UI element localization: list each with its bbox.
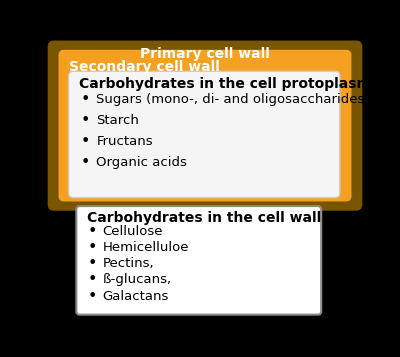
Text: Starch: Starch [96,114,139,127]
Text: Hemicelluloe: Hemicelluloe [103,241,189,254]
FancyBboxPatch shape [76,206,321,315]
Text: Pectins,: Pectins, [103,257,154,270]
Text: •: • [87,256,96,271]
Text: Primary cell wall: Primary cell wall [140,47,270,61]
Text: •: • [87,289,96,304]
Text: ß-glucans,: ß-glucans, [103,273,172,287]
FancyBboxPatch shape [58,50,352,201]
Text: Fructans: Fructans [96,135,153,148]
Text: Cellulose: Cellulose [103,225,163,238]
Text: •: • [87,240,96,255]
Text: •: • [81,134,90,149]
FancyBboxPatch shape [48,41,362,211]
Text: Organic acids: Organic acids [96,156,187,169]
Text: •: • [87,224,96,239]
Text: Sugars (mono-, di- and oligosaccharides): Sugars (mono-, di- and oligosaccharides) [96,93,370,106]
Text: Galactans: Galactans [103,290,169,303]
FancyBboxPatch shape [69,71,340,198]
Text: •: • [81,92,90,107]
Text: •: • [81,113,90,128]
Text: •: • [87,272,96,287]
Text: Carbohydrates in the cell wall: Carbohydrates in the cell wall [87,211,322,225]
Text: •: • [81,155,90,170]
Text: Carbohydrates in the cell protoplasm: Carbohydrates in the cell protoplasm [80,77,371,91]
Text: Secondary cell wall: Secondary cell wall [69,60,220,75]
